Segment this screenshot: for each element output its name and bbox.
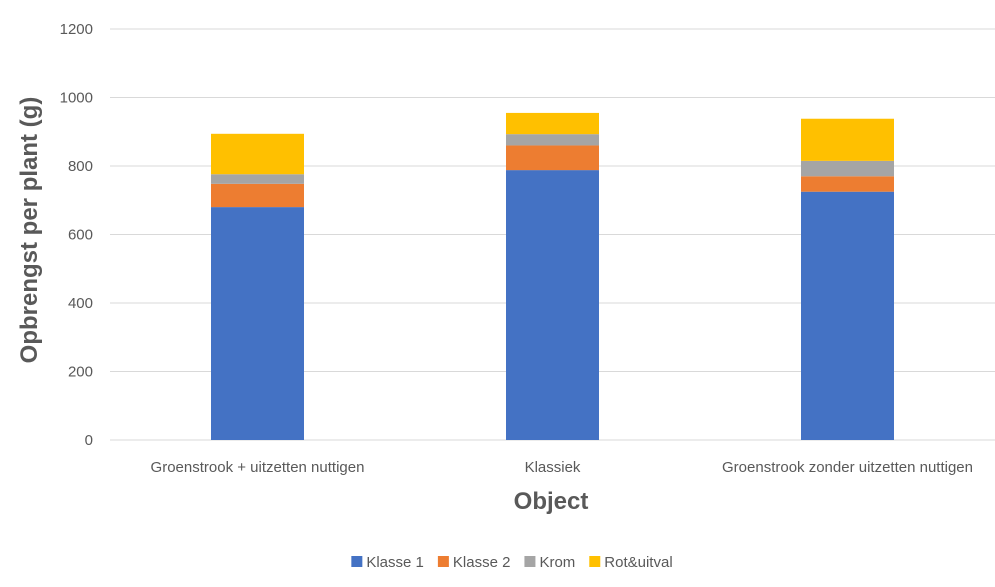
bar-segment-klasse-2-0 [211, 183, 304, 208]
x-category-label: Klassiek [525, 459, 581, 476]
x-category-label: Groenstrook zonder uitzetten nuttigen [722, 459, 973, 476]
legend-swatch [351, 556, 363, 567]
y-axis-ticks: 0 200 400 600 800 1000 1200 [60, 21, 93, 449]
bar-segment-klasse-1-1 [506, 170, 599, 441]
x-category-label: Groenstrook + uitzetten nuttigen [151, 459, 365, 476]
legend-swatch [524, 556, 536, 567]
legend: Klasse 1 Klasse 2 Krom Rot&uitval [351, 554, 673, 571]
bar-segment-rot-uitval-0 [211, 133, 304, 175]
bar-segment-krom-0 [211, 174, 304, 184]
legend-label: Rot&uitval [604, 554, 672, 571]
legend-swatch [589, 556, 601, 567]
legend-label: Klasse 2 [453, 554, 511, 571]
y-axis-title: Opbrengst per plant (g) [16, 97, 43, 364]
bar-segment-klasse-1-0 [211, 207, 304, 440]
y-tick-label: 800 [68, 158, 93, 175]
bar-segment-klasse-2-1 [506, 145, 599, 171]
y-tick-label: 600 [68, 227, 93, 244]
bar-segment-klasse-2-2 [801, 176, 894, 192]
legend-swatch [437, 556, 449, 567]
y-tick-label: 200 [68, 364, 93, 381]
bar-segment-rot-uitval-1 [506, 112, 599, 135]
y-tick-label: 1000 [60, 90, 93, 107]
bars [211, 112, 894, 441]
bar-segment-klasse-1-2 [801, 191, 894, 440]
x-axis-title: Object [514, 488, 589, 515]
bar-segment-krom-1 [506, 134, 599, 146]
bar-segment-rot-uitval-2 [801, 118, 894, 161]
y-tick-label: 400 [68, 295, 93, 312]
legend-label: Klasse 1 [366, 554, 424, 571]
y-tick-label: 0 [85, 432, 93, 449]
x-axis-categories: Groenstrook + uitzetten nuttigen Klassiek… [151, 459, 973, 476]
legend-label: Krom [539, 554, 575, 571]
y-tick-label: 1200 [60, 21, 93, 38]
bar-segment-krom-2 [801, 160, 894, 177]
